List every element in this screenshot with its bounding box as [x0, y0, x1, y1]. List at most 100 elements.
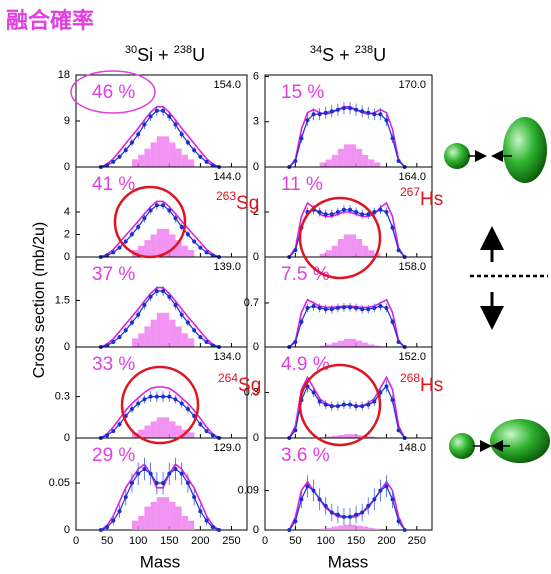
data-point — [293, 248, 297, 252]
data-point — [299, 497, 303, 501]
fusion-probability: 15 % — [281, 82, 324, 103]
data-point — [130, 407, 134, 411]
histogram-bar — [338, 526, 344, 530]
data-point — [360, 109, 364, 113]
data-point — [155, 109, 159, 113]
data-point — [173, 216, 177, 220]
data-point — [111, 250, 115, 254]
panel: 00.0505010015020025029 %129.0 — [49, 438, 247, 547]
fusion-probability: 37 % — [92, 264, 135, 285]
data-point — [342, 515, 346, 519]
y-axis-label: Cross section (mb/2u) — [31, 222, 48, 379]
x-tick-label: 100 — [317, 535, 335, 547]
data-point — [167, 395, 171, 399]
fusion-probability: 3.6 % — [281, 445, 330, 466]
histogram-bar — [169, 142, 175, 167]
data-point — [397, 340, 401, 344]
energy-label: 152.0 — [398, 351, 426, 363]
schematic — [444, 117, 550, 463]
histogram-bar — [151, 235, 157, 258]
data-point — [142, 467, 146, 471]
data-point — [180, 132, 184, 136]
superscript: 30 — [125, 44, 137, 56]
data-point — [118, 422, 122, 426]
histogram-bar — [356, 526, 362, 530]
data-point — [161, 289, 165, 293]
data-point — [391, 398, 395, 402]
data-point — [198, 335, 202, 339]
nucleus-label: 267Hs — [400, 185, 443, 210]
histogram-bar — [157, 313, 163, 347]
data-point — [293, 159, 297, 163]
data-point — [372, 497, 376, 501]
data-point — [354, 108, 358, 112]
histogram-bar — [320, 162, 326, 167]
data-point — [130, 320, 134, 324]
data-line — [289, 486, 404, 530]
panel: 02441 %144.0 — [64, 167, 247, 263]
y-tick-label: 0 — [64, 432, 70, 444]
data-point — [161, 481, 165, 485]
y-tick-label: 0 — [253, 524, 259, 536]
data-point — [312, 304, 316, 308]
projectile — [449, 433, 475, 459]
data-point — [391, 497, 395, 501]
data-point — [149, 208, 153, 212]
data-point — [155, 203, 159, 207]
data-point — [167, 295, 171, 299]
histogram-bar — [326, 528, 332, 530]
data-point — [186, 320, 190, 324]
energy-label: 164.0 — [398, 171, 426, 183]
histogram-bar — [374, 529, 380, 530]
target — [503, 117, 547, 183]
x-tick-label: 50 — [101, 535, 113, 547]
histogram-bar — [368, 528, 374, 530]
data-point — [293, 428, 297, 432]
histogram-bar — [157, 497, 163, 530]
data-point — [180, 402, 184, 406]
data-point — [378, 304, 382, 308]
energy-label: 139.0 — [213, 261, 241, 273]
data-point — [105, 525, 109, 529]
histogram-bar — [332, 246, 338, 257]
data-point — [130, 481, 134, 485]
y-tick-label: 9 — [64, 115, 70, 127]
fusion-probability: 4.9 % — [281, 354, 330, 375]
histogram-bar — [132, 521, 138, 530]
nucleus-label: 263Sg — [216, 189, 259, 214]
data-point — [186, 407, 190, 411]
data-point — [149, 472, 153, 476]
histogram-bar — [163, 417, 169, 438]
data-point — [348, 515, 352, 519]
data-point — [130, 232, 134, 236]
histogram-bar — [151, 320, 157, 347]
histogram-bar — [144, 426, 150, 438]
data-point — [336, 404, 340, 408]
superscript: 34 — [310, 44, 322, 56]
y-tick-label: 0 — [64, 524, 70, 536]
panels: 091846 %154.002441 %144.001.537 %139.000… — [49, 69, 432, 547]
data-point — [354, 306, 358, 310]
y-tick-label: 0 — [253, 432, 259, 444]
histogram-bar — [163, 497, 169, 530]
x-tick-label: 50 — [289, 535, 301, 547]
data-point — [149, 395, 153, 399]
data-point — [180, 472, 184, 476]
data-point — [299, 320, 303, 324]
histogram-bar — [151, 502, 157, 530]
energy-label: 129.0 — [213, 442, 241, 454]
y-tick-label: 18 — [58, 69, 70, 81]
energy-label: 148.0 — [398, 442, 426, 454]
panel: 00.333 %134.0 — [55, 347, 247, 444]
data-point — [211, 525, 215, 529]
y-tick-label: 6 — [253, 70, 259, 82]
y-tick-label: 0.3 — [55, 391, 70, 403]
data-point — [198, 509, 202, 513]
histogram-bar — [374, 162, 380, 167]
histogram-bar — [157, 136, 163, 167]
energy-label: 144.0 — [213, 171, 241, 183]
data-point — [366, 307, 370, 311]
data-point — [372, 306, 376, 310]
data-point — [312, 489, 316, 493]
